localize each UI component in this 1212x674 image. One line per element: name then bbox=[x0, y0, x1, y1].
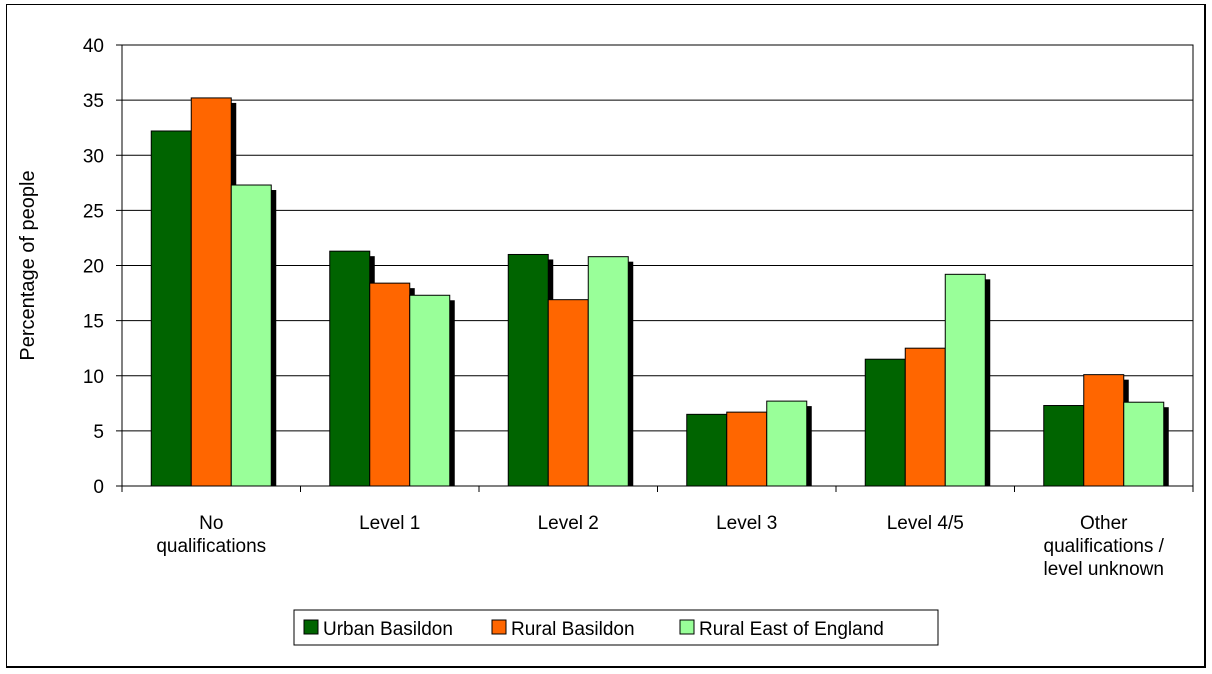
bar bbox=[1083, 374, 1125, 487]
legend-swatch bbox=[303, 619, 319, 635]
x-category-label: Level 1 bbox=[359, 513, 420, 534]
y-tick-label: 5 bbox=[93, 422, 104, 443]
legend-box bbox=[293, 609, 939, 646]
x-category-label: Level 2 bbox=[538, 513, 599, 534]
bar bbox=[944, 273, 986, 487]
y-axis-label: Percentage of people bbox=[17, 170, 39, 360]
legend-swatch bbox=[491, 619, 507, 635]
bar bbox=[329, 250, 371, 487]
y-tick-label: 40 bbox=[83, 36, 104, 57]
y-tick-label: 30 bbox=[83, 146, 104, 167]
bar bbox=[230, 184, 272, 487]
legend: Urban Basildon Rural Basildon Rural East o… bbox=[293, 609, 939, 646]
plot-area bbox=[150, 97, 1169, 487]
y-tick-label: 35 bbox=[83, 91, 104, 112]
x-category-label: Level 3 bbox=[716, 513, 777, 534]
y-tick-labels: 0 5 10 15 20 25 30 35 40 bbox=[83, 36, 104, 498]
y-tick-label: 20 bbox=[83, 257, 104, 278]
y-tick-label: 15 bbox=[83, 312, 104, 333]
bar bbox=[547, 299, 589, 487]
bar bbox=[409, 294, 451, 487]
bar bbox=[1123, 401, 1165, 487]
bar bbox=[150, 130, 192, 487]
bar bbox=[587, 256, 629, 487]
legend-label: Urban Basildon bbox=[323, 619, 453, 640]
legend-label: Rural East of England bbox=[699, 619, 884, 640]
y-tick-label: 10 bbox=[83, 367, 104, 388]
y-tick-label: 0 bbox=[93, 477, 104, 498]
bar bbox=[507, 253, 549, 487]
bar bbox=[190, 97, 232, 487]
bar bbox=[864, 358, 906, 487]
x-category-label: Level 4/5 bbox=[887, 513, 964, 534]
bar bbox=[766, 400, 808, 487]
bar bbox=[904, 347, 946, 487]
bar bbox=[369, 282, 411, 487]
legend-label: Rural Basildon bbox=[511, 619, 635, 640]
bar bbox=[726, 411, 768, 487]
x-category-label: No qualifications bbox=[156, 513, 266, 557]
bar bbox=[686, 413, 728, 487]
x-category-label: Other qualifications / level unknown bbox=[1044, 513, 1165, 580]
x-category-labels: No qualifications Level 1 Level 2 Level 3 Lev… bbox=[156, 513, 1164, 580]
axes bbox=[116, 44, 1194, 492]
legend-swatch bbox=[679, 619, 695, 635]
gridlines bbox=[122, 44, 1193, 432]
bar bbox=[1043, 405, 1085, 487]
y-tick-label: 25 bbox=[83, 201, 104, 222]
